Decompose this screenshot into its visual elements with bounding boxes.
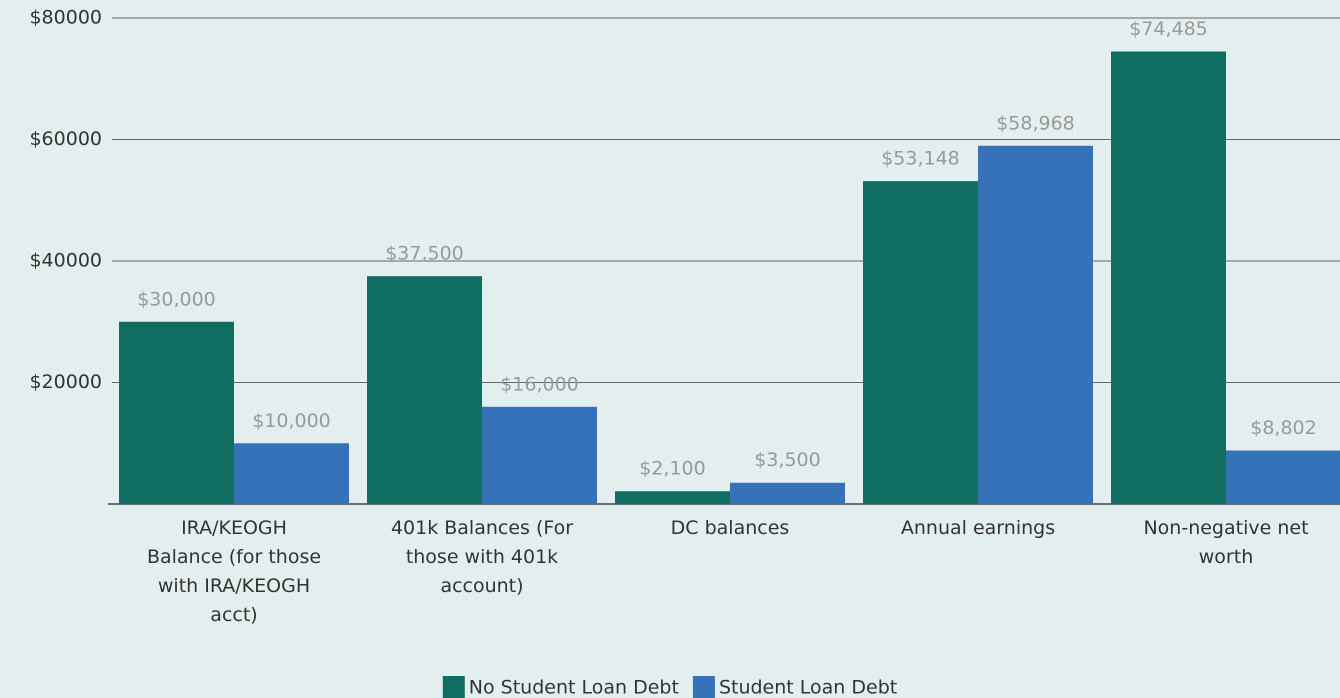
data-label: $53,148 (881, 148, 960, 170)
data-label: $10,000 (252, 410, 331, 432)
data-label: $2,100 (639, 458, 705, 480)
bar (1226, 450, 1340, 504)
y-tick-label: $60000 (29, 128, 102, 150)
y-tick-label: $40000 (29, 250, 102, 272)
data-label: $8,802 (1250, 417, 1316, 439)
bar (119, 321, 234, 504)
legend-swatch (442, 676, 465, 698)
x-tick-label: 401k Balances (For those with 401k accou… (390, 517, 574, 597)
bar (1111, 51, 1226, 504)
x-tick-label: DC balances (670, 517, 790, 539)
x-tick-label: Annual earnings (900, 517, 1056, 539)
data-label: $37,500 (385, 243, 464, 265)
bar (615, 491, 730, 504)
data-label: $16,000 (500, 373, 579, 395)
bar (978, 145, 1093, 504)
y-tick-label: $20000 (29, 371, 102, 393)
legend-swatch (692, 676, 715, 698)
bar (482, 406, 597, 504)
bar (863, 181, 978, 504)
x-tick-label: Non-negative net worth (1143, 517, 1309, 568)
bar (234, 443, 349, 504)
x-tick-label: IRA/KEOGH Balance (for those with IRA/KE… (146, 517, 322, 626)
bar (730, 482, 845, 504)
legend-label: No Student Loan Debt (469, 677, 679, 698)
data-label: $30,000 (137, 288, 216, 310)
data-label: $3,500 (754, 449, 820, 471)
legend-label: Student Loan Debt (719, 677, 897, 698)
bar (367, 276, 482, 504)
data-label: $58,968 (996, 112, 1075, 134)
data-label: $74,485 (1129, 18, 1208, 40)
y-tick-label: $80000 (29, 7, 102, 29)
